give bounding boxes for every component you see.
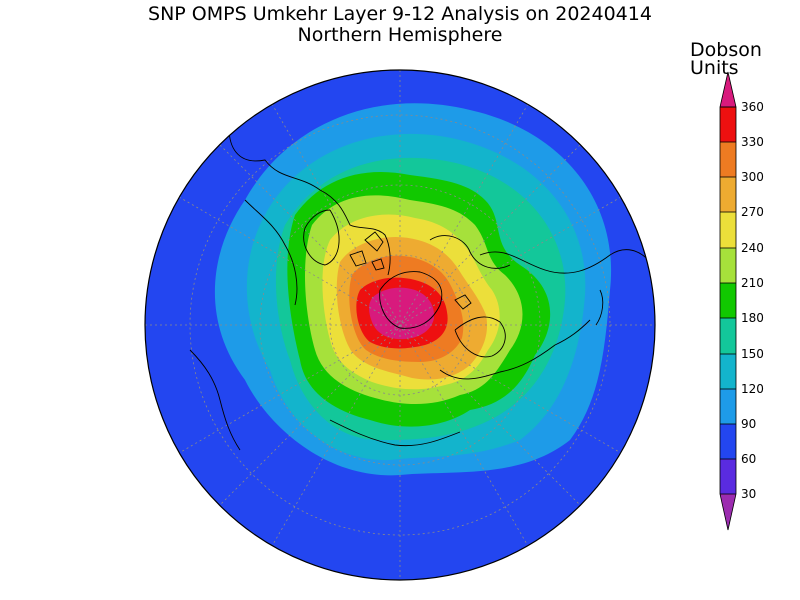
colorbar-tick-marks	[720, 106, 736, 495]
colorbar-band-30-60	[720, 459, 736, 494]
colorbar-band-210-240	[720, 248, 736, 283]
colorbar-over-arrow	[720, 72, 736, 107]
colorbar-band-330-360	[720, 107, 736, 142]
colorbar-tick-label: 150	[741, 347, 764, 361]
coastline-pacific-rim	[189, 349, 241, 451]
colorbar-tick-label: 120	[741, 382, 764, 396]
meridian-line	[178, 196, 622, 454]
colorbar-tick-label: 210	[741, 276, 764, 290]
colorbar-tick-label: 90	[741, 417, 756, 431]
map-title: SNP OMPS Umkehr Layer 9-12 Analysis on 2…	[148, 3, 652, 25]
colorbar-under-arrow	[720, 494, 736, 530]
coastline-iceland	[454, 294, 472, 310]
coastline-hudson-bay	[303, 209, 340, 266]
colorbar-tick-label: 240	[741, 241, 764, 255]
colorbar-band-240-270	[720, 212, 736, 248]
colorbar-tick-label: 60	[741, 452, 756, 466]
units-label-line2: Units	[690, 57, 739, 79]
map-subtitle: Northern Hemisphere	[297, 24, 503, 46]
colorbar-tick-label: 360	[741, 100, 764, 114]
band-core	[369, 287, 435, 340]
coastline-japan	[595, 289, 604, 326]
coastline-siberia	[429, 235, 511, 269]
coastline-alaska	[244, 199, 298, 306]
coastline-europe	[439, 319, 591, 380]
colorbar-band-90-120	[720, 389, 736, 424]
coastline-canadian-archipelago	[349, 231, 385, 271]
colorbar-tick-label: 330	[741, 135, 764, 149]
coastline-greenland	[379, 271, 443, 329]
colorbar-band-270-300	[720, 177, 736, 212]
coastline-asia	[479, 249, 651, 274]
ozone-field	[145, 70, 655, 580]
coastline-north-america	[228, 114, 391, 276]
colorbar-tick-label: 270	[741, 205, 764, 219]
coastline-scandinavia	[454, 316, 506, 358]
coastline-africa-north	[329, 419, 461, 447]
colorbar-band-150-180	[720, 318, 736, 354]
colorbar-tick-label: 300	[741, 170, 764, 184]
colorbar-band-60-90	[720, 424, 736, 459]
graticule	[145, 70, 655, 580]
colorbar-tick-label: 180	[741, 311, 764, 325]
colorbar-tick-label: 30	[741, 487, 756, 501]
globe-outline	[144, 69, 656, 581]
coastlines	[189, 114, 651, 451]
colorbar-band-180-210	[720, 283, 736, 318]
colorbar-band-120-150	[720, 354, 736, 389]
units-label-line1: Dobson	[690, 39, 762, 61]
colorbar: 360 330 300 270 240 210 180 150 120 90 6…	[719, 71, 764, 531]
colorbar-band-300-330	[720, 142, 736, 177]
